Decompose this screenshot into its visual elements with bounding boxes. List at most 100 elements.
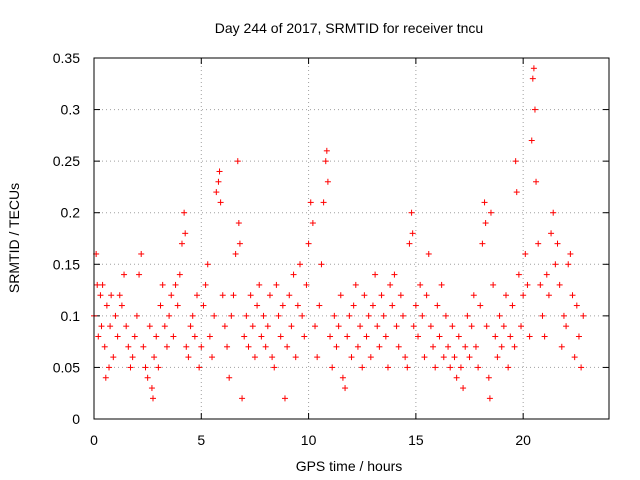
data-point — [297, 261, 303, 268]
data-point — [565, 261, 572, 268]
data-point — [322, 158, 329, 165]
data-point — [342, 385, 349, 392]
data-point — [324, 178, 331, 185]
data-point — [531, 106, 538, 113]
data-point — [535, 240, 542, 247]
data-point — [481, 199, 488, 206]
y-tick-label: 0 — [72, 411, 80, 427]
data-point — [382, 333, 389, 340]
data-point — [181, 209, 188, 216]
data-point — [294, 302, 301, 309]
data-point — [447, 364, 454, 371]
data-point — [567, 250, 574, 257]
data-point — [539, 312, 546, 319]
data-point — [406, 240, 413, 247]
data-point — [436, 333, 443, 340]
data-point — [140, 343, 147, 350]
data-point — [545, 292, 552, 299]
data-point — [530, 65, 537, 72]
data-point — [198, 343, 205, 350]
data-point — [427, 323, 434, 330]
data-point — [258, 333, 265, 340]
data-point — [216, 168, 223, 175]
data-point — [275, 312, 282, 319]
data-point — [384, 364, 391, 371]
data-point — [524, 281, 531, 288]
data-point — [335, 323, 342, 330]
data-point — [318, 261, 325, 268]
data-point — [509, 302, 516, 309]
x-tick-label: 5 — [197, 432, 205, 448]
data-point — [303, 281, 310, 288]
data-point — [569, 292, 576, 299]
data-point — [513, 189, 520, 196]
data-point — [279, 302, 286, 309]
data-point — [331, 312, 338, 319]
data-point — [138, 250, 145, 257]
data-point — [337, 292, 344, 299]
data-point — [432, 364, 439, 371]
data-point — [500, 323, 507, 330]
data-point — [369, 302, 376, 309]
data-point — [187, 323, 194, 330]
data-point — [309, 220, 316, 227]
y-tick-label: 0.35 — [53, 50, 80, 66]
data-point — [363, 333, 370, 340]
data-point — [558, 343, 565, 350]
data-point — [453, 374, 460, 381]
data-point — [98, 323, 105, 330]
data-point — [281, 395, 288, 402]
data-point — [202, 281, 209, 288]
data-point — [125, 343, 132, 350]
data-point — [573, 302, 580, 309]
data-point — [241, 333, 248, 340]
data-point — [178, 240, 185, 247]
data-point — [533, 178, 540, 185]
data-point — [232, 250, 239, 257]
data-point — [361, 292, 368, 299]
data-point — [580, 312, 587, 319]
data-point — [423, 292, 430, 299]
data-point — [537, 281, 544, 288]
data-point — [393, 323, 400, 330]
data-point — [323, 147, 330, 154]
data-point — [196, 364, 203, 371]
data-point — [479, 240, 486, 247]
data-point — [185, 354, 192, 361]
data-point — [387, 281, 394, 288]
data-point — [271, 364, 278, 371]
data-point — [440, 354, 447, 361]
data-point — [528, 137, 535, 144]
data-point — [299, 312, 306, 319]
data-point — [554, 240, 561, 247]
y-axis-label: SRMTID / TECUs — [6, 183, 22, 293]
data-point — [191, 333, 198, 340]
data-point — [320, 199, 327, 206]
data-point — [251, 354, 258, 361]
data-point — [455, 333, 462, 340]
data-point — [106, 364, 113, 371]
data-point — [498, 343, 505, 350]
data-point — [505, 364, 512, 371]
data-point — [144, 374, 151, 381]
data-point — [99, 281, 106, 288]
data-point — [174, 302, 181, 309]
grid — [94, 58, 609, 419]
data-point — [329, 364, 336, 371]
data-point — [475, 364, 482, 371]
data-point — [552, 261, 559, 268]
x-tick-label: 0 — [90, 432, 98, 448]
data-point — [166, 312, 173, 319]
y-tick-label: 0.3 — [61, 102, 81, 118]
data-point — [142, 364, 149, 371]
data-point — [391, 271, 398, 278]
data-point — [254, 302, 261, 309]
data-point — [217, 199, 224, 206]
x-tick-label: 10 — [301, 432, 317, 448]
data-point — [507, 333, 514, 340]
data-point — [107, 323, 114, 330]
data-point — [189, 312, 196, 319]
data-point — [239, 395, 246, 402]
data-point — [234, 158, 241, 165]
